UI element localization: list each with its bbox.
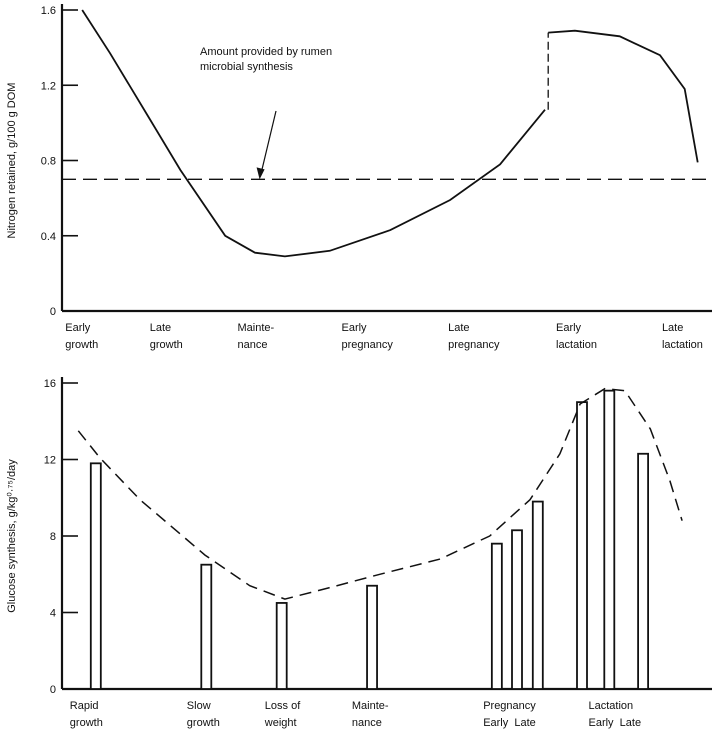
x-category-label: nance	[238, 339, 268, 351]
nitrogen-series-line	[81, 9, 546, 258]
y-tick-label: 1.2	[41, 80, 56, 92]
x-category-label: nance	[352, 717, 382, 729]
bar	[200, 563, 213, 690]
x-category-label: Loss of	[265, 700, 301, 712]
bar	[490, 542, 503, 690]
annotation-text: Amount provided by rumen	[200, 46, 332, 58]
y-tick-label: 4	[50, 608, 56, 620]
y-tick-label: 8	[50, 531, 56, 543]
y-tick-label: 0.4	[41, 231, 56, 243]
x-category-label: Mainte-	[352, 700, 389, 712]
x-category-label: pregnancy	[342, 339, 394, 351]
x-category-label: lactation	[662, 339, 703, 351]
x-category-label: lactation	[556, 339, 597, 351]
y-tick-label: 0	[50, 684, 56, 696]
x-category-label: growth	[187, 717, 220, 729]
x-category-label: growth	[70, 717, 103, 729]
x-category-label: Late	[150, 322, 171, 334]
bar	[275, 602, 288, 690]
nitrogen-series-line	[548, 29, 699, 163]
x-category-label: growth	[150, 339, 183, 351]
x-category-label: Early	[65, 322, 91, 334]
bar	[366, 584, 378, 690]
x-category-label: Late	[662, 322, 683, 334]
y-tick-label: 16	[44, 378, 56, 390]
x-category-label: growth	[65, 339, 98, 351]
x-category-label: Rapid	[70, 700, 99, 712]
y-tick-label: 0.8	[41, 156, 56, 168]
y-tick-label: 1.6	[41, 5, 56, 17]
y-axis-label: Glucose synthesis, g/kg⁰·⁷⁵/day	[6, 459, 18, 613]
x-category-label: Early Late	[589, 717, 642, 729]
x-category-label: Mainte-	[238, 322, 275, 334]
arrowhead-icon	[256, 167, 265, 180]
y-axis-label: Nitrogen retained, g/100 g DOM	[6, 83, 18, 239]
y-tick-label: 12	[44, 455, 56, 467]
x-category-label: Early	[342, 322, 368, 334]
x-category-label: pregnancy	[448, 339, 500, 351]
annotation-text: microbial synthesis	[200, 61, 293, 73]
bar	[603, 389, 616, 690]
x-category-label: Pregnancy	[483, 700, 536, 712]
x-category-label: Slow	[187, 700, 211, 712]
trend-dashed-line	[77, 387, 683, 600]
bar	[576, 401, 588, 690]
bar	[531, 500, 544, 690]
glucose-chart: 0 4 8 12 16 Glucose synthesis, g/kg⁰·⁷⁵/day Ra…	[6, 377, 712, 729]
x-category-label: Late	[448, 322, 469, 334]
x-category-label: Early Late	[483, 717, 536, 729]
y-tick-label: 0	[50, 306, 56, 318]
x-category-label: Lactation	[589, 700, 634, 712]
annotation-arrow	[260, 110, 277, 176]
x-category-label: weight	[264, 717, 297, 729]
bar	[89, 462, 102, 690]
x-category-label: Early	[556, 322, 582, 334]
bar	[637, 452, 649, 690]
bar	[511, 529, 523, 690]
nitrogen-chart: 0 0.4 0.8 1.2 1.6 Nitrogen retained, g/100 g …	[6, 4, 712, 351]
